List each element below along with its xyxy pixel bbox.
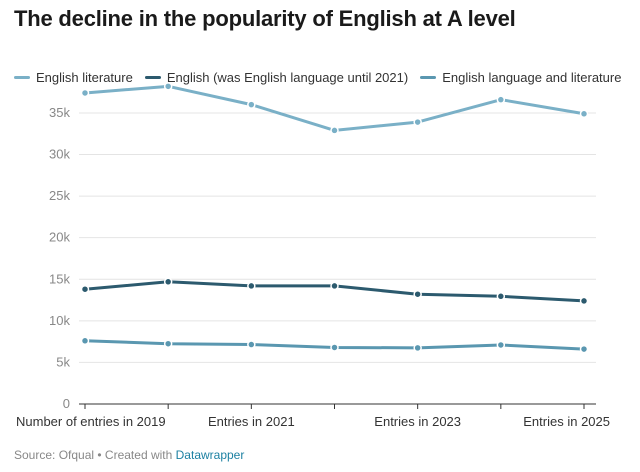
x-tick-label: Entries in 2023 [374,414,461,429]
source-note: Source: Ofqual [14,448,95,462]
data-point [80,88,90,98]
chart-title: The decline in the popularity of English… [14,6,516,31]
data-point [496,292,506,301]
legend-swatch [144,76,161,79]
data-point [163,277,173,287]
series-group [80,82,589,354]
legend-swatch [420,76,437,79]
legend-item-english-language-and-literature: English language and literature [420,70,621,85]
data-point [413,343,422,353]
created-with-note: • Created with [97,448,173,462]
y-tick-label: 0 [63,396,70,411]
footer: Source: Ofqual • Created with Datawrappe… [14,448,244,462]
data-point [247,340,256,349]
data-point [496,95,506,104]
data-point [247,281,256,291]
data-point [330,126,339,135]
data-point [330,281,339,291]
data-point [80,284,90,294]
data-point [579,344,589,354]
y-tick-label: 25k [49,188,70,203]
series-line [83,84,586,132]
data-point [413,117,422,127]
y-tick-label: 10k [49,313,70,328]
data-point [496,340,506,350]
y-tick-label: 5k [56,354,70,369]
legend-item-english: English (was English language until 2021… [144,70,409,85]
grid: 0 5k 10k 15k 20k 25k 30k 35k [49,105,596,411]
legend-label: English (was English language until 2021… [166,70,409,85]
x-tick-label: Number of entries in 2019 [16,414,166,429]
data-point [330,343,339,352]
legend-swatch [14,76,30,79]
line-chart: 0 5k 10k 15k 20k 25k 30k 35k Number of entries … [16,82,610,429]
legend-label: English language and literature [442,70,622,85]
data-point [579,109,589,119]
data-point [413,289,422,299]
chart-legend: English literature English (was English … [14,70,633,85]
y-tick-label: 15k [49,271,70,286]
x-tick-label: Entries in 2021 [208,414,295,429]
datawrapper-link[interactable]: Datawrapper [175,448,245,462]
legend-item-english-literature: English literature [14,70,133,85]
x-axis: Number of entries in 2019 Entries in 2021… [16,404,610,429]
data-point [163,82,173,91]
x-tick-label: Entries in 2025 [523,414,610,429]
y-tick-label: 30k [49,147,70,162]
data-point [247,100,256,109]
data-point [80,336,90,346]
legend-label: English literature [36,70,133,85]
data-point [579,296,589,306]
y-tick-label: 35k [49,105,70,120]
data-point [163,339,173,348]
y-tick-label: 20k [49,230,70,245]
